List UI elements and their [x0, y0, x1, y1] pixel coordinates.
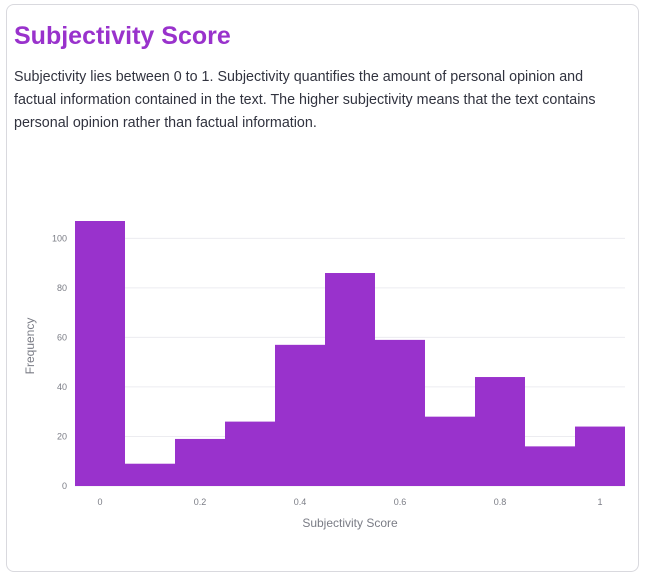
- y-tick-label: 40: [57, 382, 67, 392]
- histogram-bar: [575, 426, 625, 486]
- y-tick-labels: 0 20 40 60 80 100: [52, 233, 67, 491]
- histogram-bar: [325, 273, 375, 486]
- x-tick-labels: 0 0.2 0.4 0.6 0.8 1: [97, 497, 602, 507]
- histogram-bar: [75, 221, 125, 486]
- y-tick-label: 60: [57, 332, 67, 342]
- histogram-bar: [425, 416, 475, 486]
- y-tick-label: 20: [57, 431, 67, 441]
- x-tick-label: 0.6: [394, 497, 407, 507]
- y-axis-title: Frequency: [23, 318, 37, 375]
- x-tick-label: 0: [97, 497, 102, 507]
- x-axis-title: Subjectivity Score: [302, 516, 398, 530]
- y-tick-label: 80: [57, 283, 67, 293]
- x-tick-label: 0.8: [494, 497, 507, 507]
- histogram-bar: [375, 339, 425, 486]
- x-tick-label: 0.4: [294, 497, 307, 507]
- histogram-bar: [525, 446, 575, 486]
- histogram-bars: [75, 221, 625, 486]
- histogram-bar: [225, 421, 275, 486]
- histogram-bar: [125, 463, 175, 486]
- histogram-bar: [275, 344, 325, 486]
- section-title: Subjectivity Score: [14, 22, 231, 50]
- y-tick-label: 0: [62, 481, 67, 491]
- y-tick-label: 100: [52, 233, 67, 243]
- histogram-bar: [175, 438, 225, 486]
- x-tick-label: 1: [597, 497, 602, 507]
- section-description: Subjectivity lies between 0 to 1. Subjec…: [14, 69, 596, 131]
- x-tick-label: 0.2: [194, 497, 207, 507]
- histogram-bar: [475, 377, 525, 486]
